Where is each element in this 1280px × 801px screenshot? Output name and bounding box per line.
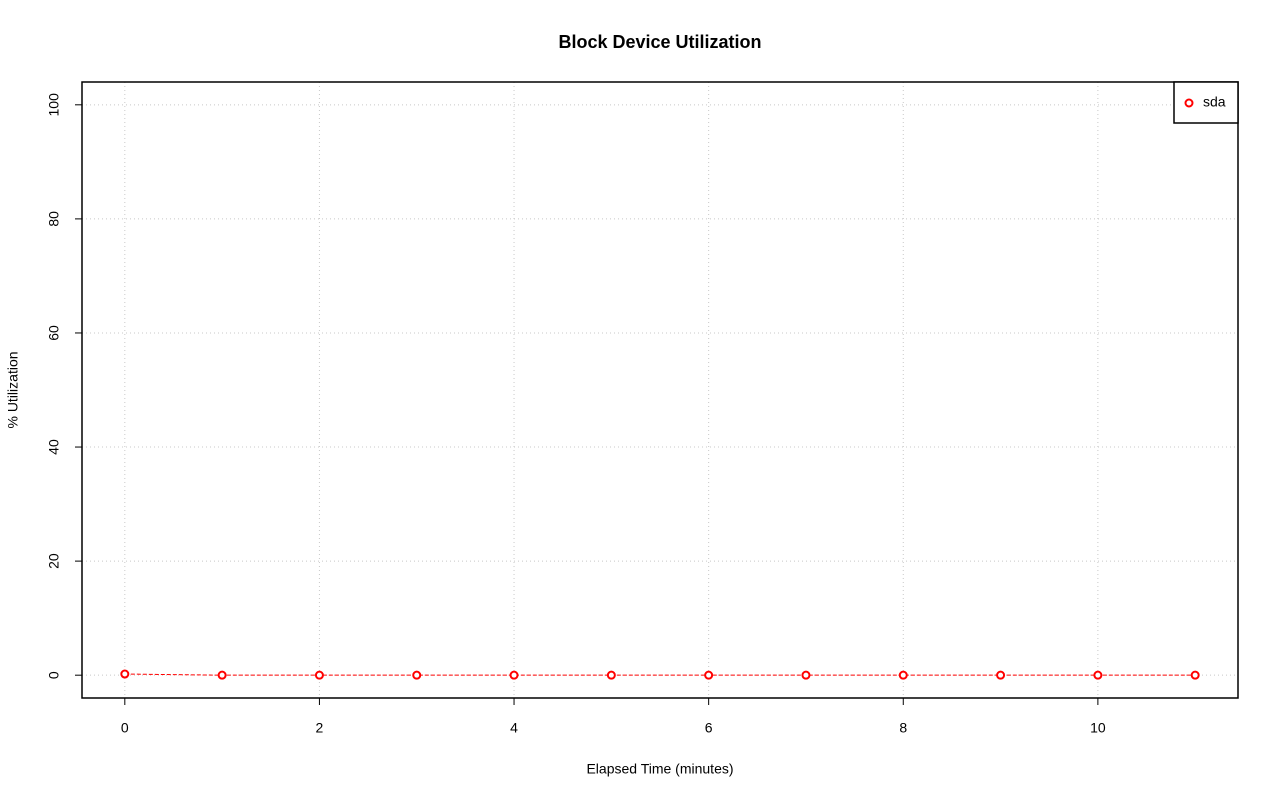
point <box>120 669 130 679</box>
x-tick-label: 0 <box>121 720 129 736</box>
point <box>801 670 811 680</box>
point <box>704 670 714 680</box>
y-axis-label: % Utilization <box>5 351 21 428</box>
point <box>1190 670 1200 680</box>
y-tick-label: 40 <box>46 439 62 455</box>
point <box>509 670 519 680</box>
point <box>412 670 422 680</box>
y-tick-label: 20 <box>46 553 62 569</box>
legend-label: sda <box>1203 94 1226 110</box>
series-line <box>124 673 1196 676</box>
point <box>1093 670 1103 680</box>
plot-frame <box>81 81 1239 699</box>
x-tick-label: 6 <box>705 720 713 736</box>
point <box>314 670 324 680</box>
point <box>606 670 616 680</box>
y-tick-label: 60 <box>46 325 62 341</box>
y-tick-label: 100 <box>46 93 62 117</box>
point <box>898 670 908 680</box>
legend-marker <box>1184 98 1194 108</box>
x-tick-label: 10 <box>1090 720 1106 736</box>
chart-title: Block Device Utilization <box>558 32 761 52</box>
y-tick-label: 80 <box>46 211 62 227</box>
point <box>996 670 1006 680</box>
x-tick-label: 2 <box>316 720 324 736</box>
point <box>217 670 227 680</box>
x-tick-label: 8 <box>899 720 907 736</box>
y-tick-label: 0 <box>46 671 62 679</box>
x-axis-label: Elapsed Time (minutes) <box>586 761 733 777</box>
x-tick-label: 4 <box>510 720 518 736</box>
